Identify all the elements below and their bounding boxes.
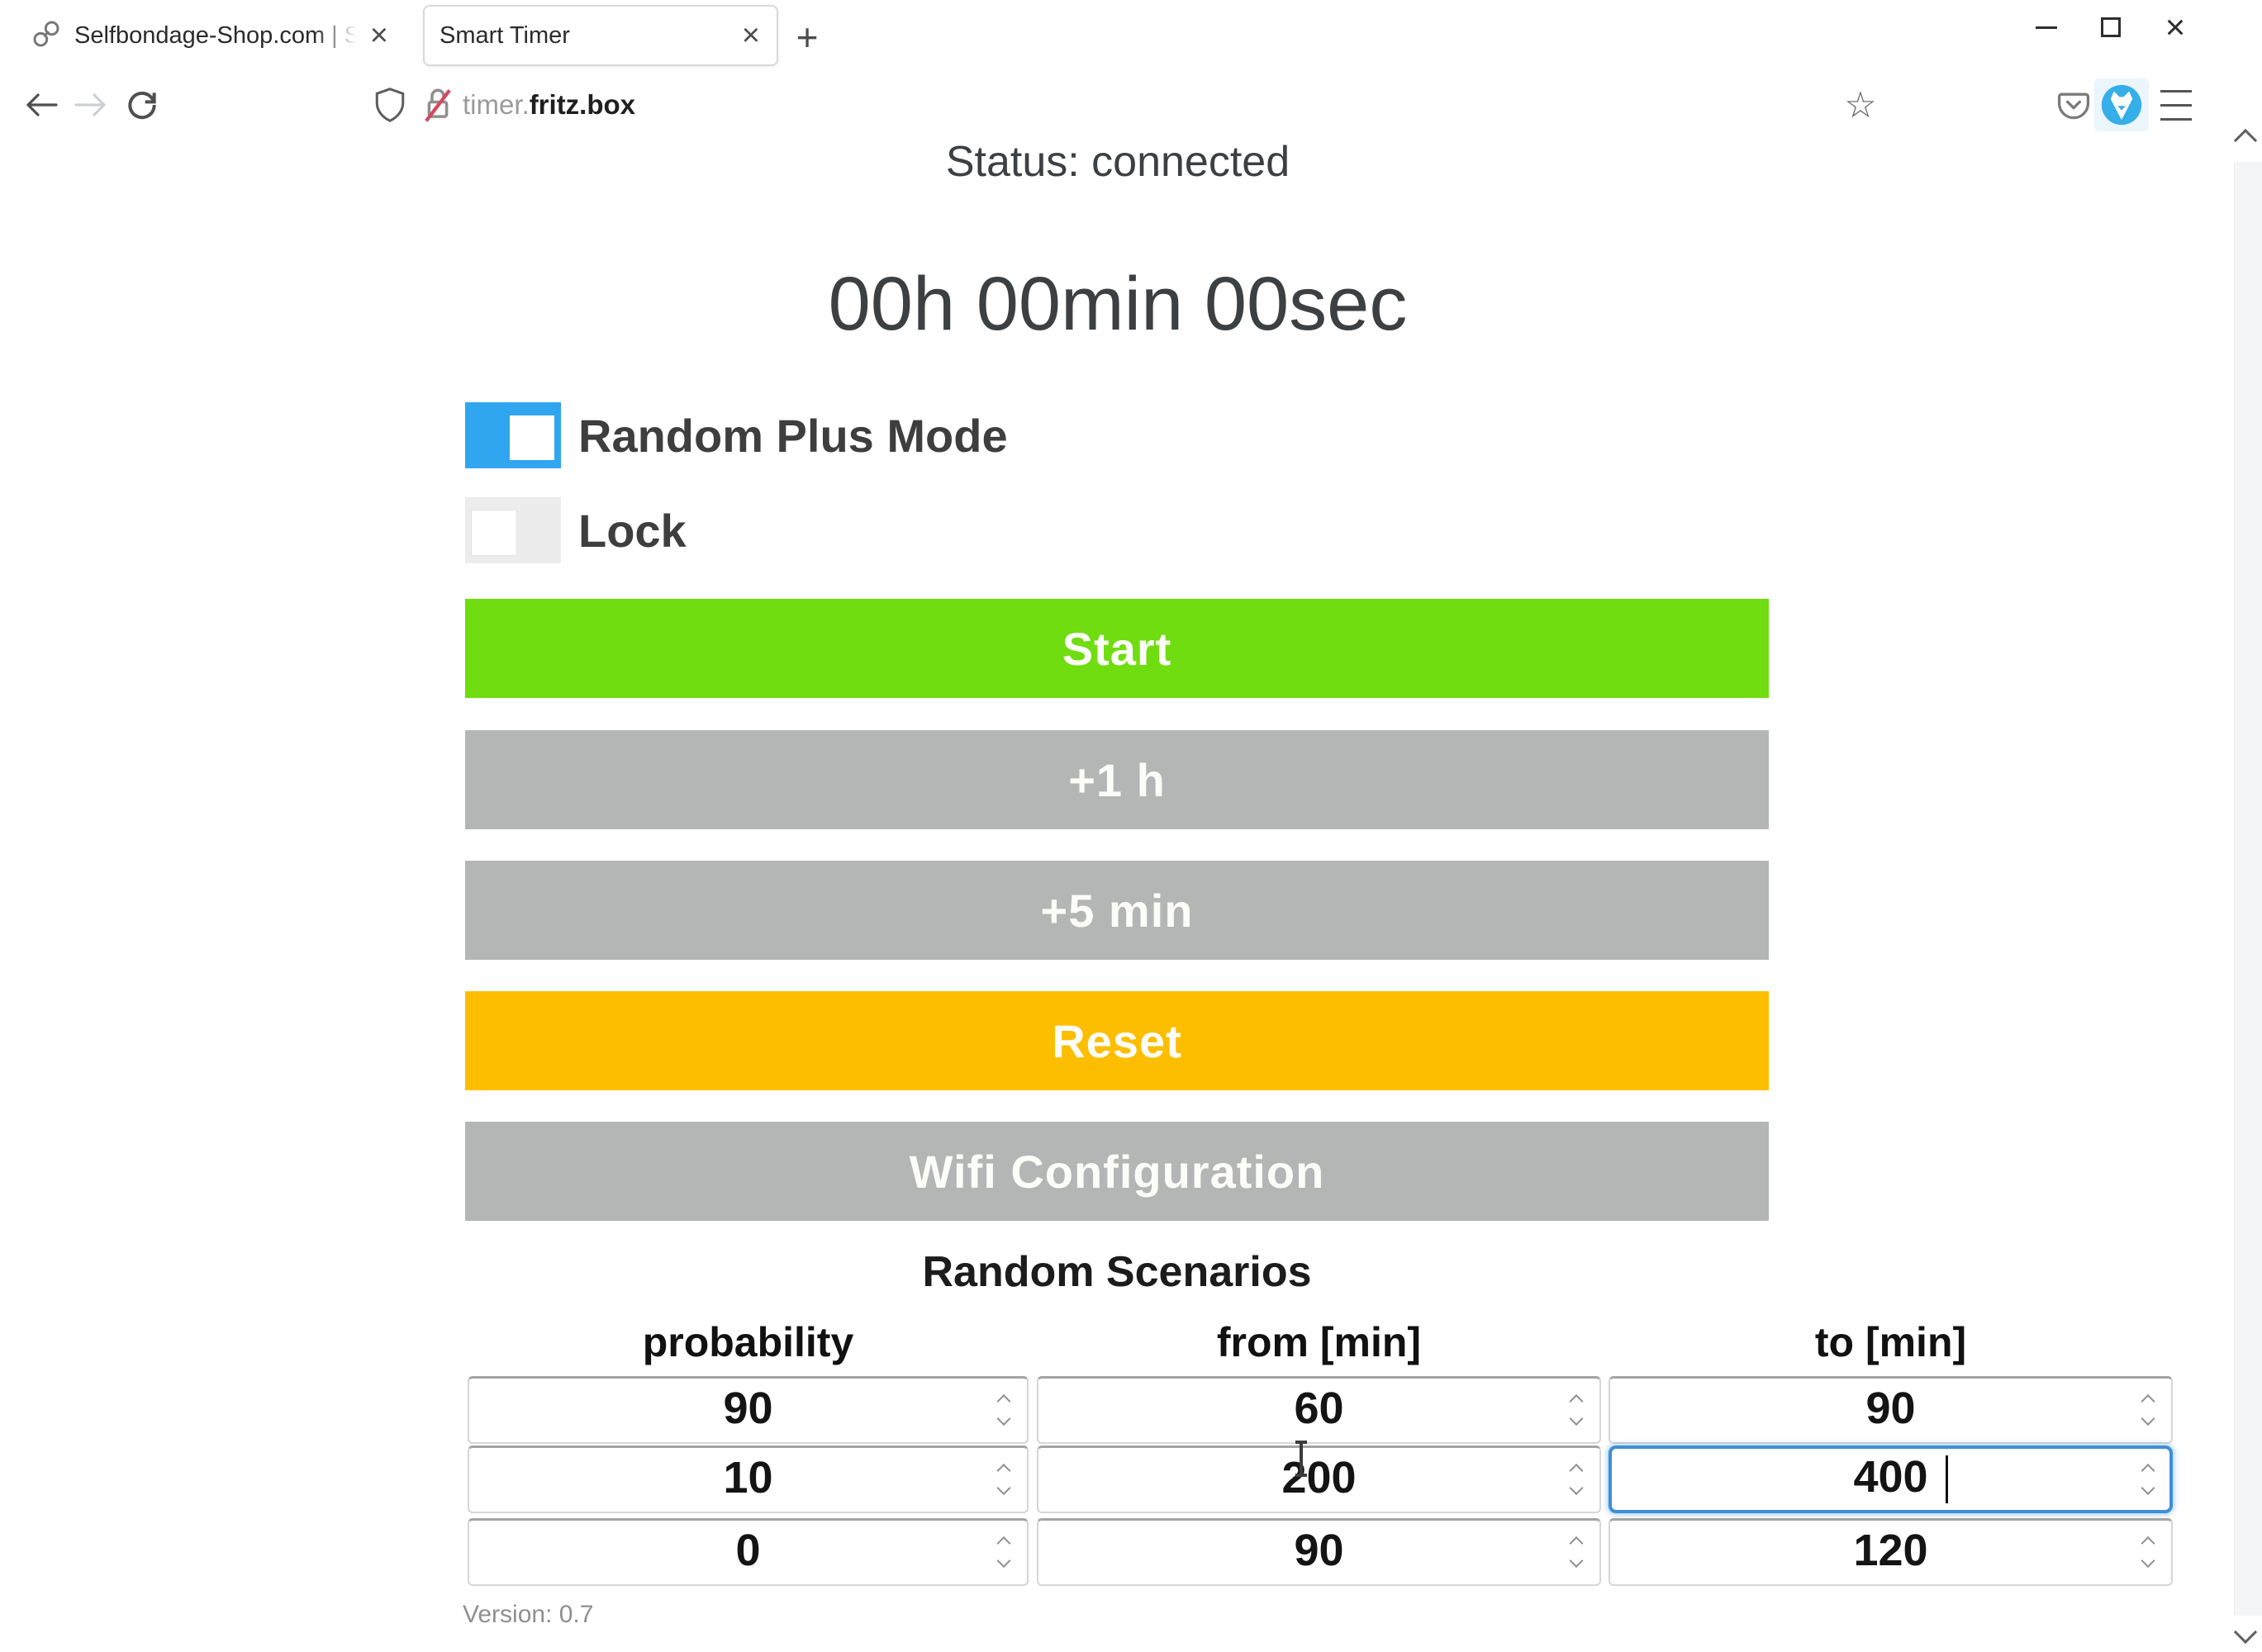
tab-close-icon[interactable]: ×	[369, 18, 388, 53]
scenario-row2-to-cell	[1609, 1446, 2173, 1513]
maximize-icon	[2101, 17, 2121, 37]
tab-smart-timer-active[interactable]: Smart Timer ×	[423, 5, 778, 66]
timer-display: 00h 00min 00sec	[828, 262, 1408, 346]
scenario-row3-from-cell	[1037, 1518, 1601, 1586]
start-button[interactable]: Start	[465, 599, 1769, 698]
back-icon	[26, 93, 58, 116]
scenario-row2-probability-input[interactable]	[468, 1446, 1029, 1513]
close-icon: ×	[2165, 7, 2186, 46]
menu-icon	[2160, 89, 2192, 93]
number-spinner[interactable]	[2141, 1536, 2155, 1568]
insecure-lock-icon	[425, 88, 451, 122]
handcuffs-favicon	[30, 17, 63, 55]
tab-bar: Selfbondage-Shop.com | Selfbo × Smart Ti…	[0, 0, 2262, 73]
number-spinner[interactable]	[996, 1536, 1011, 1568]
tab-selfbondage-shop[interactable]: Selfbondage-Shop.com | Selfbo ×	[15, 5, 405, 66]
wifi-configuration-button[interactable]: Wifi Configuration	[465, 1122, 1769, 1221]
random-scenarios-title: Random Scenarios	[922, 1248, 1312, 1296]
shield-icon	[375, 88, 405, 122]
toggle-knob	[472, 510, 516, 555]
url-host: fritz.box	[529, 89, 636, 120]
scenario-row3-to-cell	[1609, 1518, 2173, 1586]
status-text: Status: connected	[945, 138, 1290, 186]
tracking-protection-button[interactable]	[368, 73, 411, 137]
column-header-probability: probability	[642, 1319, 854, 1365]
plus-5min-button[interactable]: +5 min	[465, 861, 1769, 960]
pocket-icon	[2057, 93, 2090, 120]
bookmark-star-icon: ☆	[1844, 84, 1877, 126]
number-spinner[interactable]	[1569, 1394, 1584, 1426]
menu-button[interactable]	[2153, 73, 2199, 137]
scenario-row2-to-input-focused[interactable]	[1609, 1446, 2173, 1513]
scenario-row1-probability-input[interactable]	[468, 1376, 1029, 1444]
scenario-row1-to-cell	[1609, 1376, 2173, 1444]
tab-title: Smart Timer	[440, 21, 570, 49]
scenario-row3-probability-input[interactable]	[468, 1518, 1029, 1586]
insecure-connection-button[interactable]	[416, 73, 459, 137]
version-text: Version: 0.7	[463, 1601, 594, 1628]
lock-label: Lock	[578, 504, 687, 557]
forward-button[interactable]	[68, 73, 114, 137]
scrollbar[interactable]	[2234, 162, 2262, 1616]
back-button[interactable]	[18, 73, 64, 137]
maximize-button[interactable]	[2079, 0, 2143, 55]
toggle-knob	[510, 415, 554, 460]
window-controls: ×	[2014, 0, 2207, 55]
column-header-from: from [min]	[1216, 1319, 1422, 1365]
scenario-row1-probability-cell	[468, 1376, 1029, 1444]
minimize-icon	[2036, 26, 2057, 29]
navigation-toolbar: timer. fritz.box ☆	[0, 73, 2262, 137]
close-window-button[interactable]: ×	[2143, 0, 2207, 55]
reset-button[interactable]: Reset	[465, 991, 1769, 1090]
number-spinner[interactable]	[996, 1394, 1011, 1426]
scenario-row2-probability-cell	[468, 1446, 1029, 1513]
plus-1h-button[interactable]: +1 h	[465, 730, 1769, 829]
scenario-row3-probability-cell	[468, 1518, 1029, 1586]
lock-toggle[interactable]	[465, 497, 561, 563]
scenario-row1-from-cell	[1037, 1376, 1601, 1444]
scenario-row2-from-cell	[1037, 1441, 1601, 1513]
address-bar[interactable]: timer. fritz.box	[463, 73, 635, 137]
number-spinner[interactable]	[996, 1464, 1011, 1495]
bookmark-button[interactable]: ☆	[1837, 73, 1884, 137]
number-spinner[interactable]	[2141, 1394, 2155, 1426]
column-header-to: to [min]	[1814, 1319, 1967, 1365]
url-host-prefix: timer.	[463, 89, 530, 120]
number-spinner[interactable]	[1569, 1464, 1584, 1495]
scroll-down-icon[interactable]	[2233, 1620, 2258, 1645]
random-plus-mode-label: Random Plus Mode	[578, 409, 1008, 462]
pocket-button[interactable]	[2051, 73, 2097, 137]
forward-icon	[74, 93, 106, 116]
reload-icon	[128, 91, 156, 120]
scenario-row1-to-input[interactable]	[1609, 1376, 2173, 1444]
number-spinner[interactable]	[2141, 1464, 2155, 1495]
scenario-row1-from-input[interactable]	[1037, 1376, 1601, 1444]
reload-button[interactable]	[119, 73, 165, 137]
new-tab-button[interactable]: +	[796, 16, 819, 59]
scenario-row2-from-input[interactable]	[1037, 1446, 1601, 1513]
tab-close-icon[interactable]: ×	[741, 18, 760, 53]
scenario-row3-to-input[interactable]	[1609, 1518, 2173, 1586]
fox-avatar-icon	[2101, 84, 2142, 126]
minimize-button[interactable]	[2014, 0, 2079, 55]
text-caret	[1945, 1455, 1948, 1503]
account-button[interactable]	[2094, 78, 2149, 131]
scenario-row3-from-input[interactable]	[1037, 1518, 1601, 1586]
number-spinner[interactable]	[1569, 1536, 1584, 1568]
random-plus-mode-toggle[interactable]	[465, 402, 561, 468]
tab-title: Selfbondage-Shop.com | Selfbo	[74, 21, 357, 49]
mouse-text-cursor	[1295, 1441, 1307, 1477]
